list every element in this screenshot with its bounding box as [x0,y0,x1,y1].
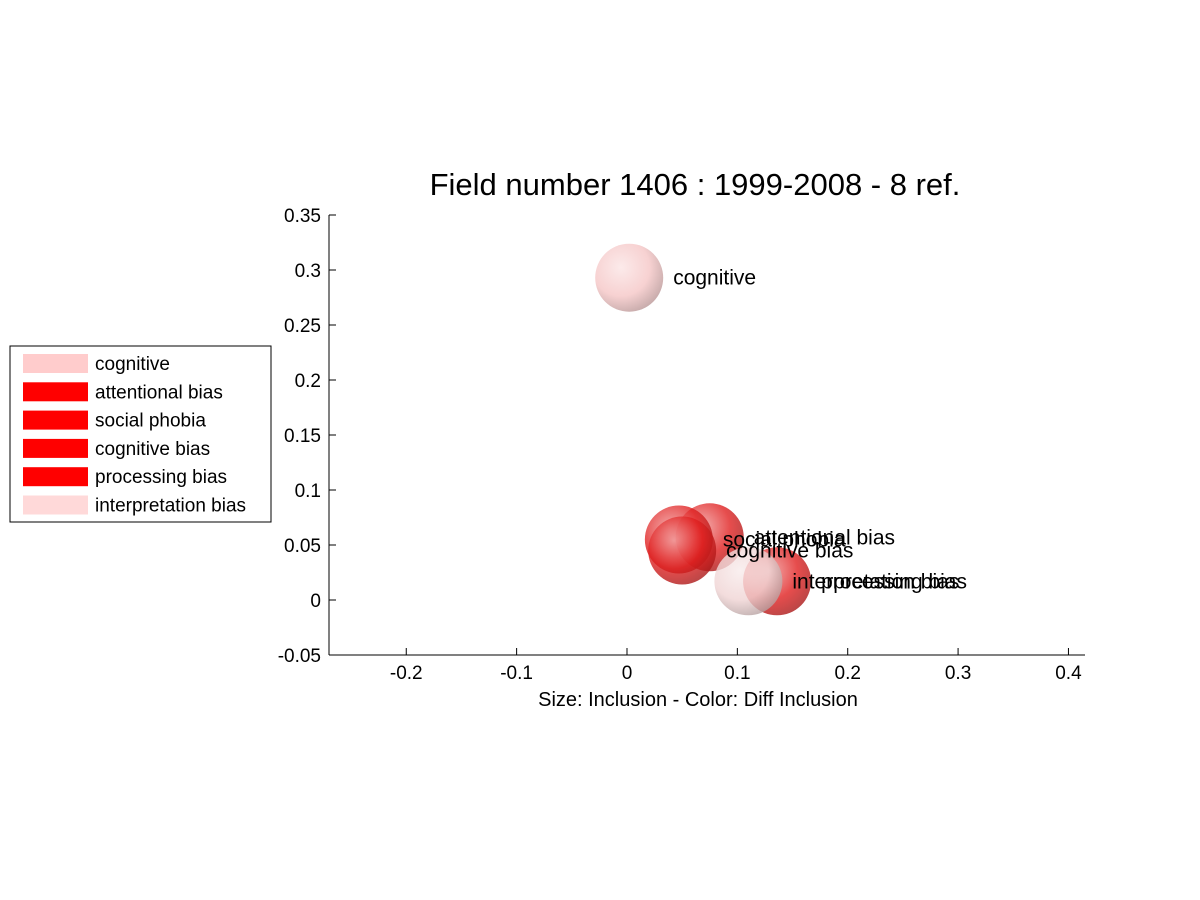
y-tick-label: -0.05 [278,646,321,667]
y-tick-label: 0.15 [284,426,321,447]
legend: cognitive attentional bias social phobia co… [9,345,272,523]
chart-title: Field number 1406 : 1999-2008 - 8 ref. [430,167,961,202]
bubble-point [648,516,717,585]
legend-swatch [23,354,88,373]
legend-swatch [23,382,88,402]
bubble-label: interpretation bias [792,570,959,593]
y-tick-label: 0.35 [284,206,321,227]
legend-swatch [23,410,88,430]
legend-label: cognitive bias [95,439,210,460]
y-tick-label: 0 [310,591,321,612]
bubble-point [595,243,664,312]
y-tick-label: 0.3 [295,261,321,282]
legend-label: cognitive [95,354,170,375]
legend-swatch [23,467,88,487]
legend-label: social phobia [95,411,206,432]
y-tick-label: 0.25 [284,316,321,337]
legend-label: attentional bias [95,382,223,403]
legend-swatch [23,495,88,515]
x-tick-label: 0.3 [945,663,971,684]
x-axis-label: Size: Inclusion - Color: Diff Inclusion [538,689,858,711]
legend-label: interpretation bias [95,496,246,517]
x-tick-label: -0.2 [390,663,423,684]
bubble-label: cognitive bias [726,540,853,563]
x-tick-label: -0.1 [500,663,533,684]
y-tick-label: 0.2 [295,371,321,392]
x-tick-label: 0.4 [1055,663,1082,684]
bubble-label: attentional bias [754,526,895,549]
bubble-layer [595,243,812,616]
legend-label: processing bias [95,467,227,488]
x-tick-label: 0.2 [835,663,861,684]
legend-box [9,345,272,523]
bubble-label: processing bias [821,570,967,593]
plot-axes: -0.2 -0.1 0 0.1 0.2 0.3 0.4 -0.05 0 0.05 0.1 0.15 0.… [278,206,1085,684]
legend-swatch [23,438,88,458]
y-tick-label: 0.1 [295,481,321,502]
bubble-label: social phobia [723,529,846,552]
bubble-point [714,547,783,616]
x-tick-label: 0.1 [724,663,750,684]
x-tick-label: 0 [622,663,633,684]
y-tick-label: 0.05 [284,536,321,557]
bubble-label: cognitive [673,267,756,290]
